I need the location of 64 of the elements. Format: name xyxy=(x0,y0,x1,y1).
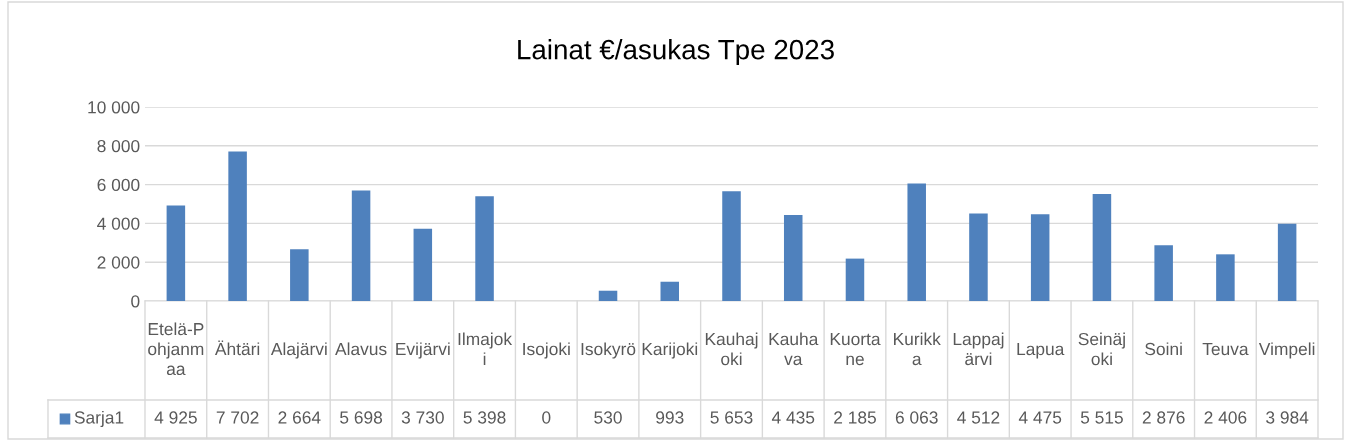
data-label: 0 xyxy=(542,411,551,424)
x-tick-label: Evijärvi xyxy=(396,342,450,359)
x-tick-label: Lapua xyxy=(1017,343,1065,359)
x-tick-label: Vimpeli xyxy=(1258,342,1315,359)
x-tick-label: Kauhava xyxy=(769,332,819,366)
bar xyxy=(1216,254,1235,301)
bar xyxy=(1092,194,1112,301)
x-tick-label: Soini xyxy=(1145,342,1182,356)
bar xyxy=(228,151,247,301)
bar xyxy=(166,205,186,301)
x-tick-label: Kurikka xyxy=(894,332,941,366)
y-tick-label: 2 000 xyxy=(97,256,140,269)
y-tick-label: 4 000 xyxy=(97,217,140,230)
bar xyxy=(783,214,803,301)
bar xyxy=(413,228,433,301)
x-tick-label: Alajärvi xyxy=(270,342,327,359)
bar xyxy=(1277,223,1297,301)
x-tick-label: Karijoki xyxy=(642,342,698,359)
x-tick-label: Isokyrö xyxy=(581,342,636,359)
bar xyxy=(1154,245,1173,301)
data-label: 2 406 xyxy=(1204,411,1247,424)
x-tick-label: Isojoki xyxy=(523,342,570,359)
data-label: 5 398 xyxy=(463,411,506,424)
data-label: 7 702 xyxy=(216,411,259,424)
bar xyxy=(290,249,309,301)
y-tick-label: 6 000 xyxy=(97,178,140,192)
data-label: 3 984 xyxy=(1266,411,1309,424)
y-tick-label: 10 000 xyxy=(88,101,140,114)
bar xyxy=(1030,214,1050,301)
data-label: 5 515 xyxy=(1080,411,1123,424)
x-tick-label: Kuortane xyxy=(830,333,881,366)
x-tick-label: Alavus xyxy=(335,342,387,356)
x-tick-label: Kauhajoki xyxy=(705,332,758,366)
data-label: 2 185 xyxy=(834,411,876,424)
bar xyxy=(660,281,680,301)
data-label: 993 xyxy=(656,411,684,424)
data-label: 530 xyxy=(594,411,622,424)
x-tick-label: Ilmajoki xyxy=(458,332,513,365)
data-label: 6 063 xyxy=(895,411,938,424)
bar xyxy=(722,191,741,301)
x-tick-label: Lappajärvi xyxy=(953,332,1004,366)
data-label: 2 876 xyxy=(1142,411,1185,424)
x-tick-label: Seinäjoki xyxy=(1078,332,1125,366)
data-label: 5 698 xyxy=(340,411,383,424)
bar xyxy=(969,213,988,301)
legend-label: Sarja1 xyxy=(74,410,124,428)
y-tick-label: 0 xyxy=(131,295,140,308)
chart-title: Lainat €/asukas Tpe 2023 xyxy=(518,39,834,65)
data-label: 4 512 xyxy=(957,411,1000,424)
x-tick-label: Ähtäri xyxy=(214,340,260,356)
x-tick-label: Etelä-Pohjanmaa xyxy=(148,322,204,376)
data-label: 4 435 xyxy=(771,411,815,424)
bar xyxy=(907,183,926,301)
y-tick-label: 8 000 xyxy=(97,139,140,153)
x-tick-label: Teuva xyxy=(1202,343,1249,356)
data-label: 5 653 xyxy=(710,411,753,424)
data-label: 2 664 xyxy=(278,411,321,424)
data-label: 4 925 xyxy=(154,411,197,424)
bar xyxy=(351,190,371,301)
bar xyxy=(845,258,865,301)
bar xyxy=(598,290,618,301)
data-label: 3 730 xyxy=(401,411,444,424)
bar xyxy=(475,196,494,301)
data-label: 4 475 xyxy=(1018,411,1062,424)
